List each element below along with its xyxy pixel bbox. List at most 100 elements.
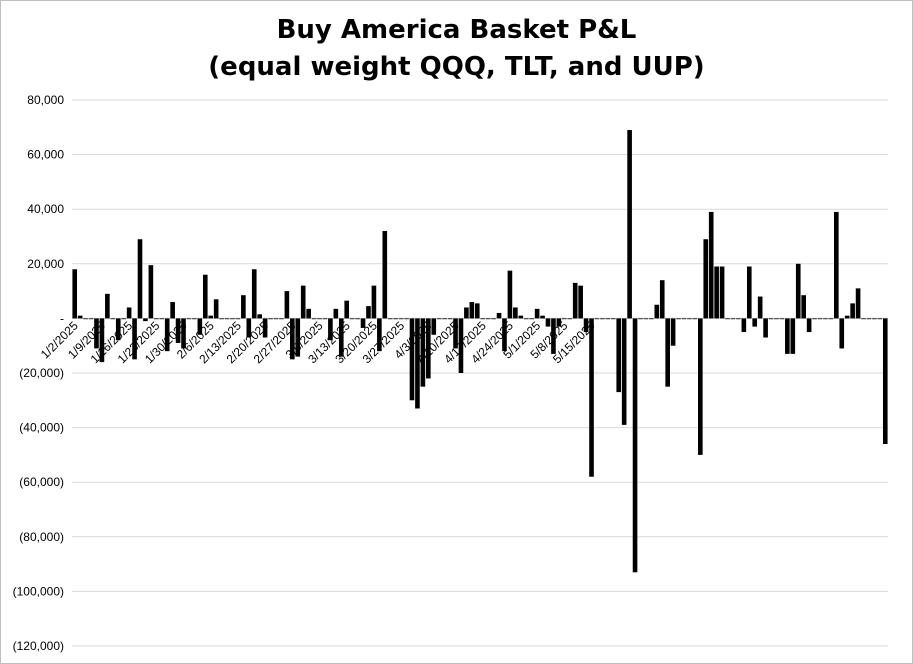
bar	[850, 303, 855, 319]
bar	[170, 302, 175, 319]
bar	[670, 318, 676, 346]
bar	[300, 285, 306, 319]
bar	[219, 318, 224, 320]
bar	[436, 318, 442, 320]
y-tick-label: 60,000	[27, 148, 64, 162]
bar	[208, 315, 214, 319]
bar	[708, 211, 714, 319]
bar	[855, 288, 861, 319]
chart-title-block: Buy America Basket P&L (equal weight QQQ…	[0, 12, 913, 86]
bar	[469, 302, 475, 319]
bar	[687, 318, 692, 320]
bar	[649, 318, 654, 320]
bar	[507, 270, 513, 319]
bar	[317, 318, 322, 320]
bar	[768, 318, 774, 320]
bar	[175, 318, 181, 343]
bar	[426, 318, 431, 379]
bar	[83, 318, 88, 320]
bar	[241, 295, 246, 319]
bar	[458, 318, 464, 373]
bar	[328, 318, 333, 341]
x-axis: 1/2/20251/9/20251/16/20251/23/20251/30/2…	[38, 318, 598, 366]
bar	[464, 307, 469, 319]
bar	[703, 239, 709, 319]
bar	[181, 318, 186, 349]
bar	[491, 318, 496, 320]
bar	[393, 318, 398, 320]
bar	[882, 318, 888, 444]
bar	[485, 318, 491, 320]
bar	[349, 318, 355, 320]
bar	[404, 318, 409, 320]
bar	[377, 318, 382, 352]
bar	[806, 318, 812, 333]
bar	[828, 318, 834, 320]
bar	[360, 318, 366, 328]
chart-subtitle: (equal weight QQQ, TLT, and UUP)	[208, 52, 705, 82]
bar	[338, 318, 344, 357]
bar	[431, 318, 437, 335]
bar	[589, 318, 594, 477]
bar	[877, 318, 883, 320]
bar	[839, 318, 845, 349]
bar	[752, 318, 758, 327]
bar	[632, 318, 638, 573]
bars	[72, 130, 888, 573]
bar	[823, 318, 828, 320]
bar	[115, 318, 121, 341]
bar	[730, 318, 736, 320]
bar	[268, 318, 273, 320]
y-tick-label: (20,000)	[19, 366, 64, 380]
bar	[659, 280, 665, 319]
y-axis: 80,000 60,000 40,000 20,000 - (20,000) (40,000…	[13, 93, 65, 653]
bar	[866, 318, 872, 320]
bar	[844, 315, 850, 319]
bar	[474, 303, 480, 319]
bar	[105, 293, 110, 319]
bar	[322, 318, 328, 320]
bar	[540, 315, 545, 319]
bar	[801, 295, 806, 319]
y-tick-label: -	[60, 311, 64, 325]
bar	[795, 263, 801, 319]
bar	[447, 318, 453, 320]
bar	[812, 318, 817, 320]
bar	[681, 318, 687, 320]
bar	[600, 318, 605, 320]
bar	[126, 307, 132, 319]
bar	[714, 266, 719, 319]
chart-title: Buy America Basket P&L	[276, 15, 637, 45]
bar	[654, 304, 660, 319]
bar	[197, 318, 203, 335]
bar	[523, 318, 529, 320]
bar	[643, 318, 649, 320]
bar	[290, 318, 295, 360]
bar	[257, 314, 262, 319]
bar	[861, 318, 866, 320]
gridlines	[72, 99, 888, 647]
bar	[202, 274, 208, 319]
bar	[736, 318, 741, 320]
bar	[230, 318, 235, 320]
bar	[186, 318, 192, 320]
bar	[785, 318, 790, 354]
bar	[872, 318, 877, 320]
bar	[513, 307, 518, 319]
bar	[159, 318, 165, 320]
bar	[725, 318, 730, 320]
bar	[311, 318, 317, 320]
bar	[262, 318, 268, 338]
bar	[763, 318, 768, 338]
bar	[284, 291, 290, 319]
bar	[556, 318, 562, 327]
bar	[496, 312, 502, 319]
y-tick-label: (120,000)	[13, 639, 64, 653]
bar	[605, 318, 611, 320]
bar	[774, 318, 779, 320]
bar	[192, 318, 197, 320]
bar	[594, 318, 600, 320]
bar	[567, 318, 573, 320]
bar	[371, 285, 377, 319]
bar	[110, 318, 116, 320]
